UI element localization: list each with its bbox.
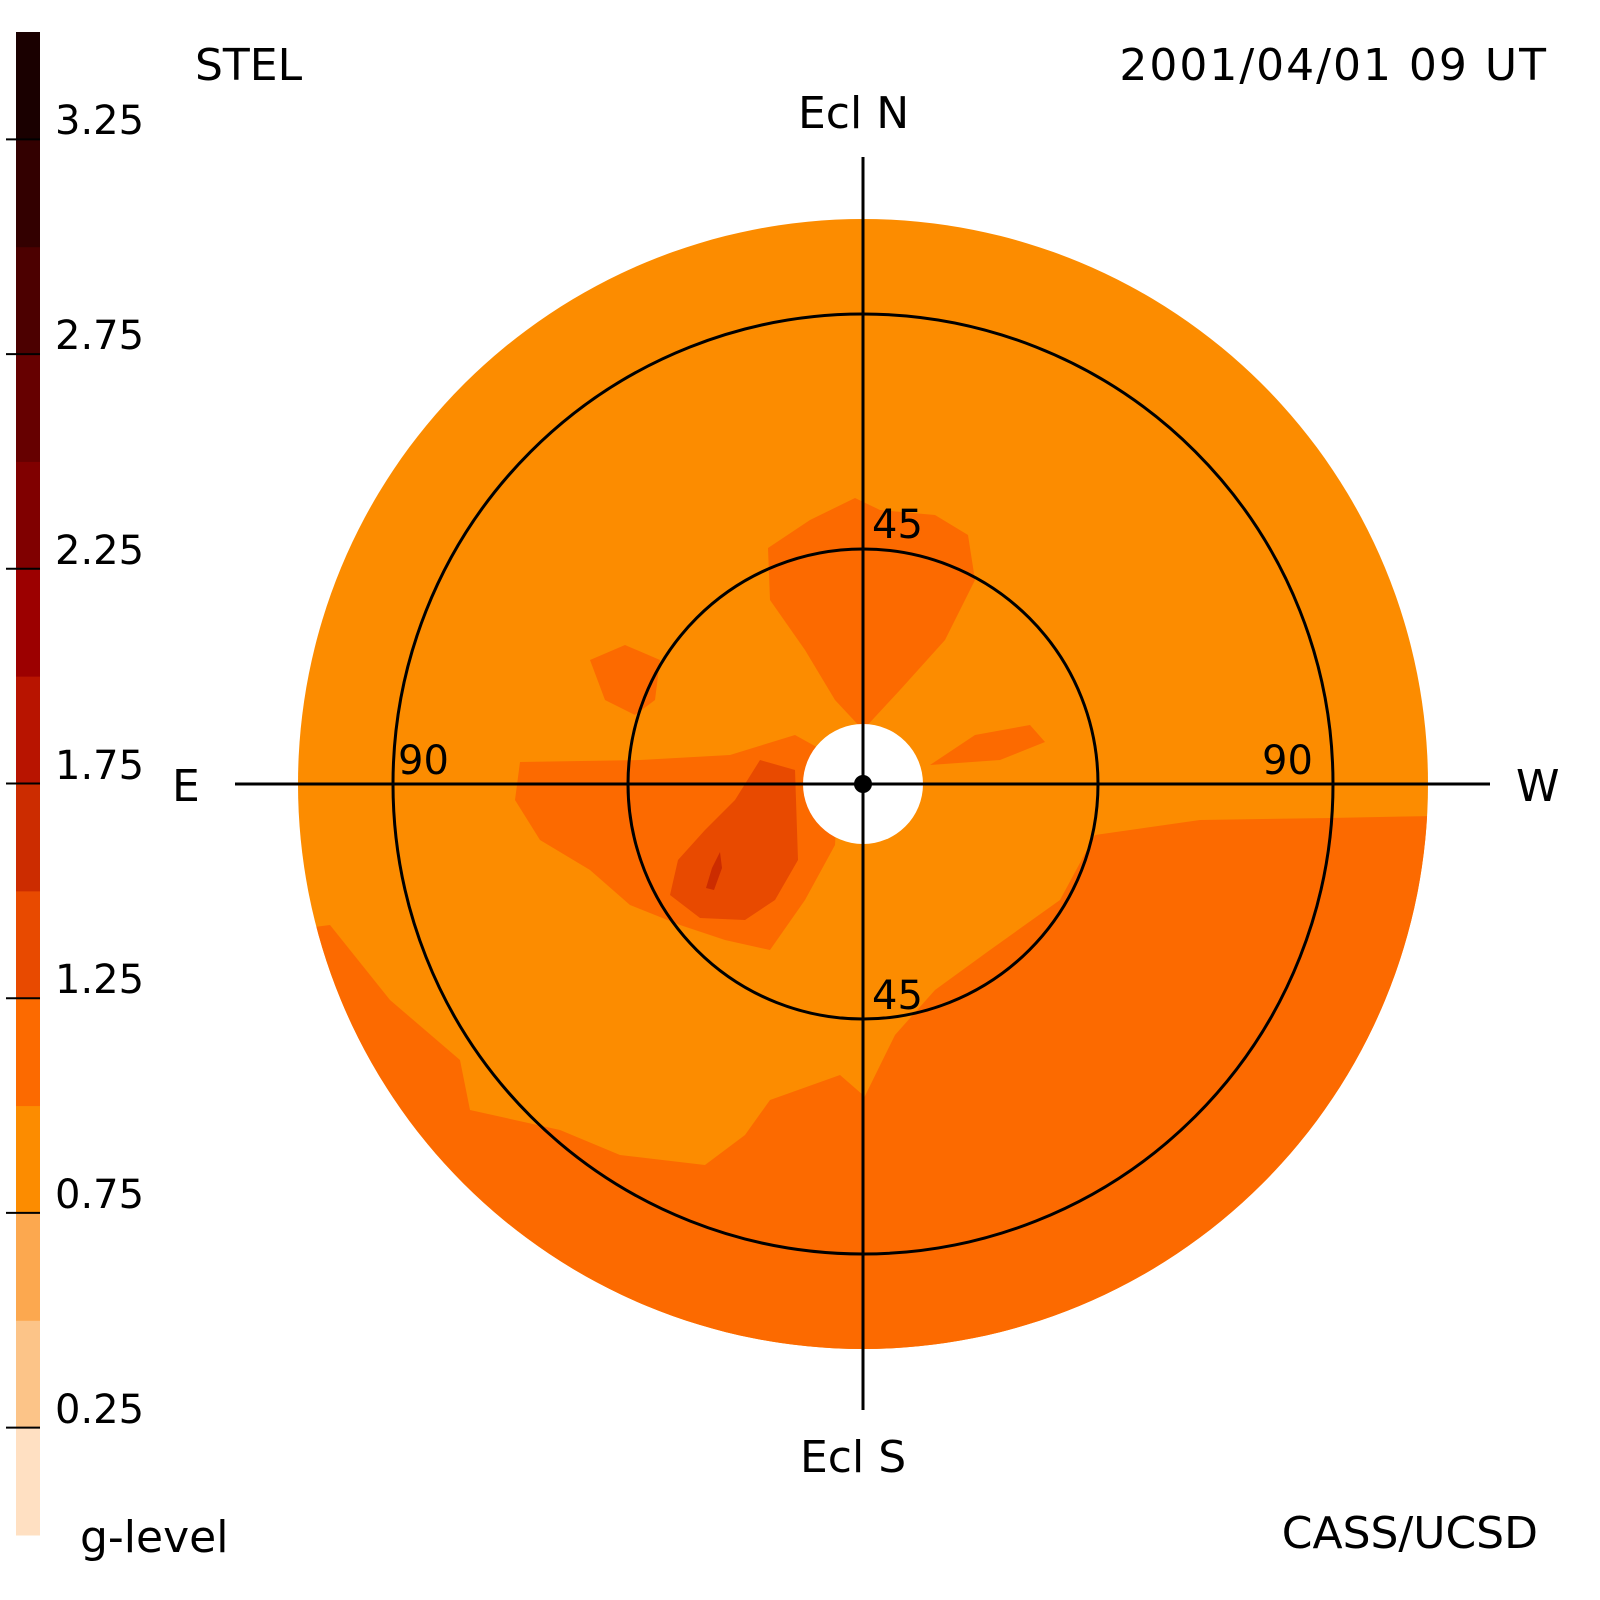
region-north-east-blob xyxy=(590,645,660,715)
colorbar-segment xyxy=(16,354,40,462)
colorbar-segment xyxy=(16,676,40,784)
colorbar-label: g-level xyxy=(80,1512,229,1563)
direction-east-label: E xyxy=(172,761,200,812)
colorbar-segment xyxy=(16,998,40,1107)
circle-label-45-north: 45 xyxy=(872,502,923,548)
colorbar-tick-label: 0.75 xyxy=(55,1171,145,1218)
colorbar-segment xyxy=(16,139,40,248)
direction-south-label: Ecl S xyxy=(800,1432,907,1483)
colorbar-segment xyxy=(16,890,40,999)
colorbar-tick-label: 2.25 xyxy=(55,527,145,574)
colorbar-tick-label: 1.75 xyxy=(55,742,145,789)
region-south-west-peak xyxy=(706,852,722,890)
credit-label: CASS/UCSD xyxy=(1281,1508,1538,1559)
direction-north-label: Ecl N xyxy=(798,88,910,139)
center-marker xyxy=(854,775,872,793)
colorbar-segment xyxy=(16,1105,40,1214)
colorbar-tick-label: 1.25 xyxy=(55,957,145,1004)
direction-west-label: W xyxy=(1516,761,1560,812)
colorbar-tick-label: 0.25 xyxy=(55,1386,145,1433)
region-streak xyxy=(930,725,1045,765)
colorbar-tick-label: 2.75 xyxy=(55,313,145,360)
colorbar-segment xyxy=(16,783,40,892)
instrument-label: STEL xyxy=(195,40,303,91)
colorbar-segment xyxy=(16,246,40,355)
colorbar-segment xyxy=(16,461,40,570)
region-south-west-enhancement xyxy=(670,760,798,920)
circle-label-90-east: 90 xyxy=(398,738,449,784)
circle-label-90-west: 90 xyxy=(1262,738,1313,784)
colorbar-segment xyxy=(16,1320,40,1429)
colorbar-segment xyxy=(16,568,40,677)
colorbar-segment xyxy=(16,1212,40,1321)
colorbar-segment xyxy=(16,1427,40,1536)
colorbar-segment xyxy=(16,32,40,140)
circle-label-45-south: 45 xyxy=(872,973,923,1019)
timestamp-label: 2001/04/01 09 UT xyxy=(1119,40,1548,91)
colorbar-tick-label: 3.25 xyxy=(55,98,145,145)
colorbar xyxy=(6,32,40,1536)
